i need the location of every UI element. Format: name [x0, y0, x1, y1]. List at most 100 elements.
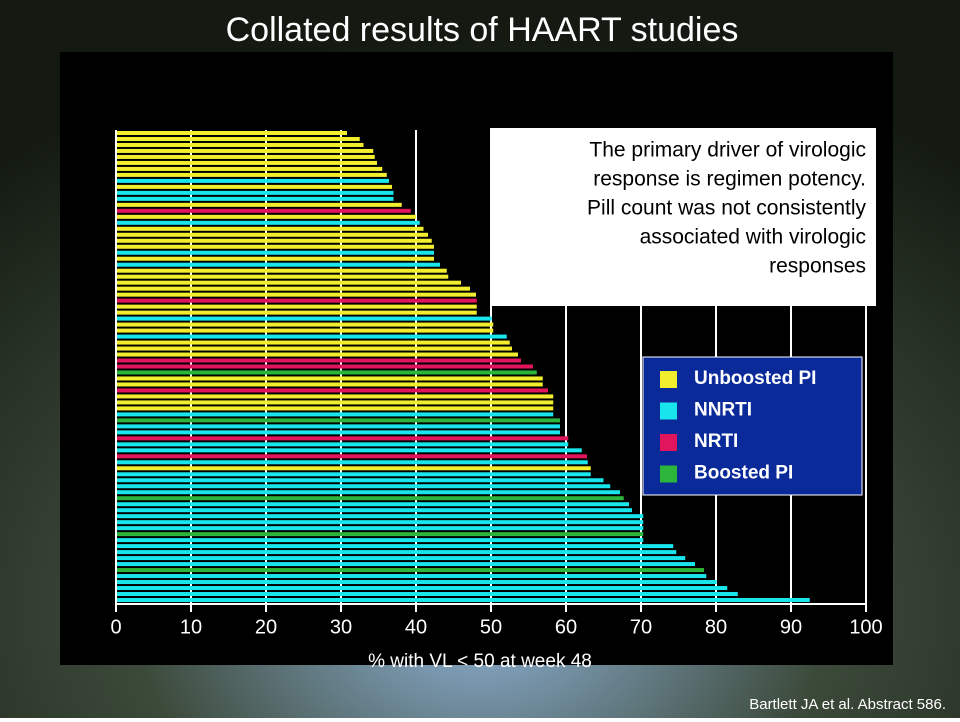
bar: [116, 514, 644, 519]
legend-swatch: [660, 465, 677, 483]
bar: [116, 262, 440, 267]
bar: [116, 328, 494, 333]
annotation-line: associated with virologic: [640, 226, 866, 249]
bar: [116, 430, 560, 435]
bar: [116, 478, 604, 483]
x-tick-label: 90: [780, 616, 802, 638]
bar: [116, 376, 543, 381]
bar: [116, 154, 375, 159]
legend-swatch: [660, 402, 677, 420]
chart-title: Collated results of HAART studies: [226, 11, 739, 49]
bar: [116, 166, 383, 171]
bar: [116, 544, 674, 549]
bar: [116, 454, 587, 459]
bar: [116, 142, 364, 147]
bar: [116, 196, 394, 201]
bar: [116, 580, 717, 585]
legend-label: NNRTI: [694, 400, 752, 421]
bar: [116, 424, 560, 429]
legend-label: Unboosted PI: [694, 368, 816, 389]
bar: [116, 526, 644, 531]
bar: [116, 472, 591, 477]
x-tick-label: 100: [849, 616, 882, 638]
bar: [116, 268, 447, 273]
bar: [116, 148, 374, 153]
bar: [116, 292, 476, 297]
bar: [116, 160, 377, 165]
bar: [116, 574, 707, 579]
x-tick-label: 0: [110, 616, 121, 638]
bar: [116, 316, 492, 321]
bar: [116, 190, 394, 195]
bar: [116, 460, 588, 465]
bar: [116, 508, 632, 513]
bar: [116, 406, 554, 411]
bar: [116, 568, 704, 573]
bar: [116, 442, 569, 447]
bar: [116, 592, 738, 597]
bar: [116, 226, 424, 231]
bar: [116, 131, 347, 135]
bar: [116, 256, 434, 261]
bar: [116, 298, 477, 303]
bar: [116, 274, 449, 279]
bar: [116, 238, 432, 243]
x-tick-label: 50: [480, 616, 502, 638]
x-tick-label: 30: [330, 616, 352, 638]
bar: [116, 184, 392, 189]
bar: [116, 520, 644, 525]
legend-label: Boosted PI: [694, 463, 793, 484]
annotation-line: The primary driver of virologic: [589, 139, 866, 162]
legend: Unboosted PI NNRTI NRTI Boosted PI: [660, 368, 816, 484]
bar: [116, 466, 591, 471]
bar: [116, 208, 411, 213]
x-tick-label: 10: [180, 616, 202, 638]
bar: [116, 484, 611, 489]
bar: [116, 388, 548, 393]
bar: [116, 334, 507, 339]
x-tick-label: 70: [630, 616, 652, 638]
bar: [116, 550, 677, 555]
annotation-line: Pill count was not consistently: [587, 197, 866, 220]
bar: [116, 178, 389, 183]
annotation: The primary driver of virologic response …: [587, 139, 866, 278]
annotation-box: [490, 128, 876, 306]
bar: [116, 538, 644, 543]
bar: [116, 556, 686, 561]
x-axis-label: % with VL < 50 at week 48: [368, 651, 592, 672]
bar: [116, 286, 470, 291]
legend-swatch: [660, 371, 677, 388]
bar: [116, 400, 554, 405]
bar: [116, 502, 629, 507]
bar: [116, 232, 428, 237]
bar: [116, 436, 569, 441]
legend-label: NRTI: [694, 431, 738, 452]
bar: [116, 220, 420, 225]
bar: [116, 250, 434, 255]
bar: [116, 490, 620, 495]
x-tick-label: 40: [405, 616, 427, 638]
x-tick-label: 20: [255, 616, 277, 638]
bar: [116, 202, 402, 207]
bar: [116, 418, 560, 423]
bar: [116, 280, 461, 285]
bar: [116, 322, 494, 327]
annotation-line: responses: [769, 255, 866, 278]
bar: [116, 310, 477, 315]
bar: [116, 136, 360, 141]
bar: [116, 562, 695, 567]
bar: [116, 496, 624, 501]
bar: [116, 448, 582, 453]
bar: [116, 358, 521, 363]
bar: [116, 172, 387, 177]
bar: [116, 382, 543, 387]
bar: [116, 394, 554, 399]
bar: [116, 412, 554, 417]
bar: [116, 598, 810, 602]
bar: [116, 346, 512, 351]
bar: [116, 532, 644, 537]
bar: [116, 244, 434, 249]
bar: [116, 352, 518, 357]
annotation-line: response is regimen potency.: [593, 168, 866, 191]
